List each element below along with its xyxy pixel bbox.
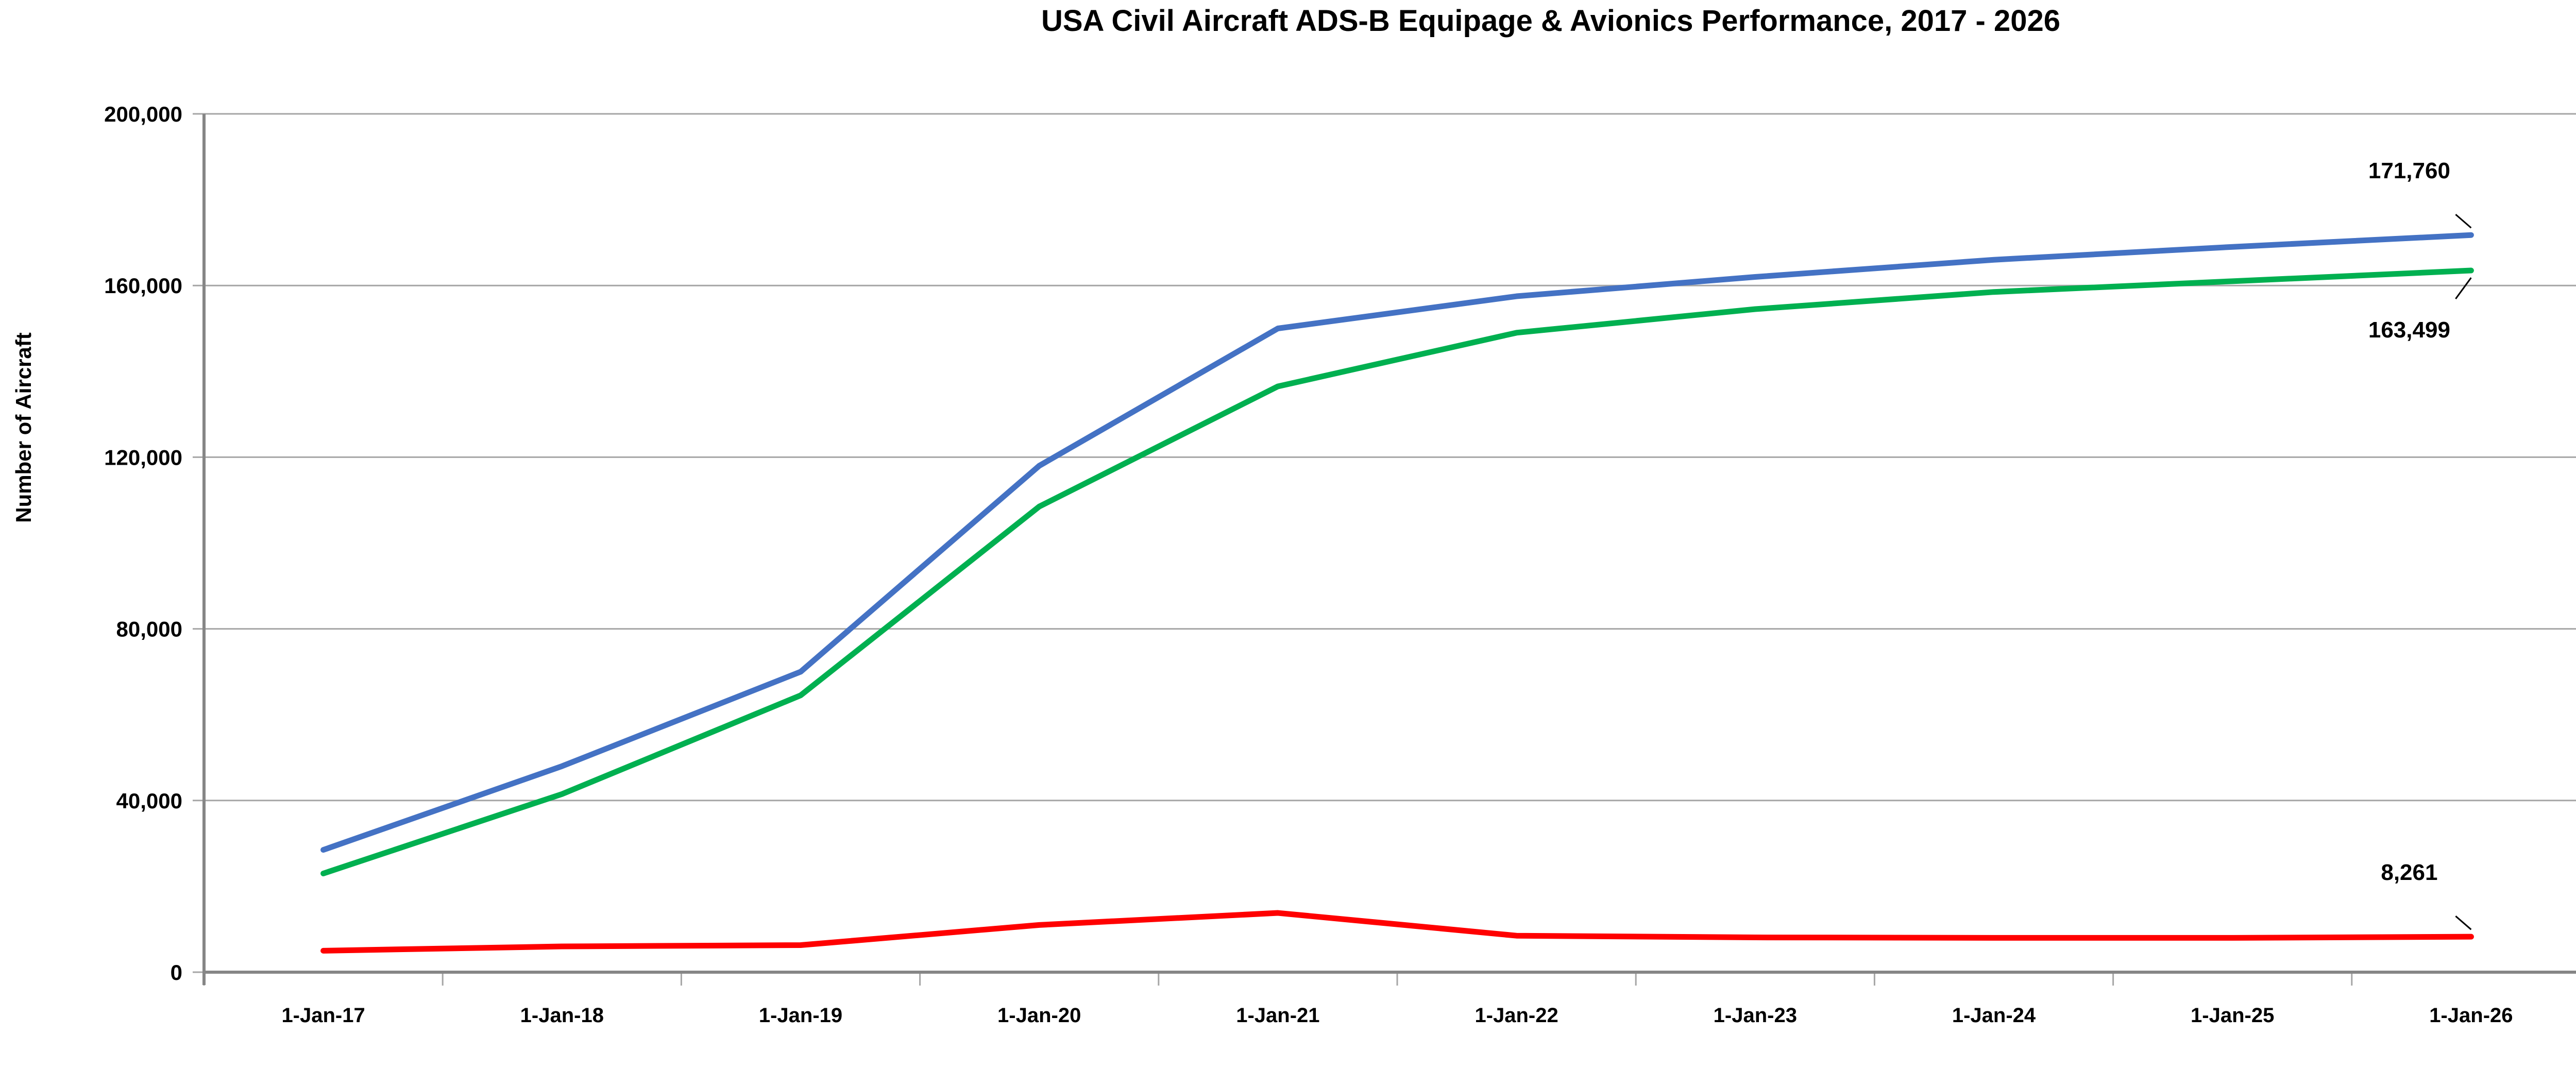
x-axis-tick-marks <box>203 972 2353 986</box>
series-line-good-installs <box>320 267 2474 876</box>
data-label-equipped: 171,760 <box>2368 158 2450 183</box>
y-axis-tick-labels: 0 40,000 80,000 120,000 160,000 200,000 <box>104 102 182 985</box>
annotation-leader-line <box>2455 916 2472 930</box>
series-line-npe-aircraft <box>320 910 2474 954</box>
y-axis-title: Number of Aircraft <box>11 332 36 523</box>
y-tick-label: 200,000 <box>104 102 182 126</box>
x-tick-label: 1-Jan-25 <box>2191 1004 2274 1027</box>
x-tick-label: 1-Jan-23 <box>1714 1004 1797 1027</box>
y-tick-label: 160,000 <box>104 274 182 298</box>
annotation-leader-line <box>2455 214 2472 229</box>
y-tick-label: 120,000 <box>104 445 182 469</box>
annotation-leader-line <box>2455 277 2472 299</box>
x-tick-label: 1-Jan-17 <box>281 1004 365 1027</box>
x-tick-label: 1-Jan-22 <box>1475 1004 1558 1027</box>
x-tick-label: 1-Jan-18 <box>520 1004 604 1027</box>
x-tick-label: 1-Jan-19 <box>759 1004 842 1027</box>
data-point-annotations: 171,760 163,499 8,261 <box>2368 158 2472 930</box>
data-label-good-installs: 163,499 <box>2368 317 2450 343</box>
x-tick-label: 1-Jan-24 <box>1952 1004 2036 1027</box>
y-tick-label: 0 <box>171 960 182 985</box>
series-line-equipped <box>320 232 2474 853</box>
y-tick-label: 80,000 <box>116 617 182 641</box>
x-tick-label: 1-Jan-20 <box>997 1004 1081 1027</box>
data-label-npe-aircraft: 8,261 <box>2381 860 2437 885</box>
chart-title: USA Civil Aircraft ADS-B Equipage & Avio… <box>1041 4 2060 38</box>
x-tick-label: 1-Jan-26 <box>2429 1004 2513 1027</box>
x-axis-tick-labels: 1-Jan-17 1-Jan-18 1-Jan-19 1-Jan-20 1-Jan-21… <box>281 1004 2513 1027</box>
gridlines <box>193 113 2576 973</box>
y-tick-label: 40,000 <box>116 789 182 813</box>
x-tick-label: 1-Jan-21 <box>1236 1004 1319 1027</box>
data-series <box>320 232 2474 954</box>
